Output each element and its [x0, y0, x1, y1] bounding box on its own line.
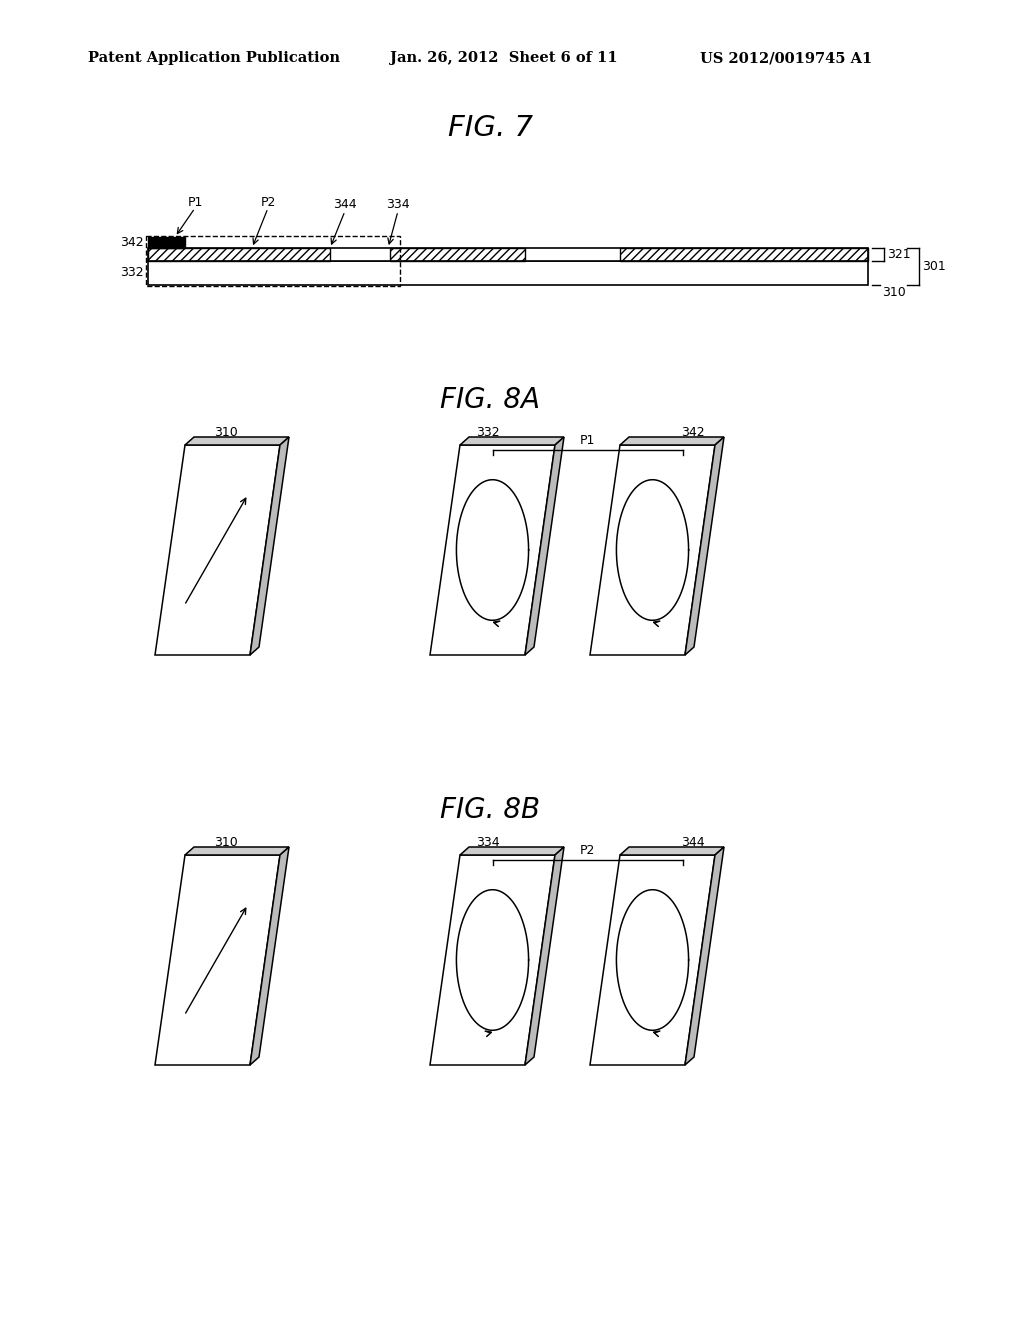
Text: FIG. 8B: FIG. 8B: [440, 796, 540, 824]
Text: US 2012/0019745 A1: US 2012/0019745 A1: [700, 51, 872, 65]
Polygon shape: [250, 847, 289, 1065]
Polygon shape: [185, 437, 289, 445]
Polygon shape: [590, 445, 715, 655]
Text: 301: 301: [922, 260, 946, 273]
Polygon shape: [620, 437, 724, 445]
Text: 342: 342: [121, 236, 144, 249]
Text: 342: 342: [681, 426, 705, 440]
Polygon shape: [460, 437, 564, 445]
Text: FIG. 7: FIG. 7: [447, 114, 532, 143]
Polygon shape: [460, 847, 564, 855]
Bar: [620, 248, 868, 261]
Polygon shape: [620, 847, 724, 855]
Bar: [620, 248, 868, 261]
Bar: [148, 238, 185, 248]
Polygon shape: [590, 855, 715, 1065]
Text: 334: 334: [386, 198, 410, 211]
Text: 344: 344: [681, 837, 705, 850]
Bar: [148, 248, 330, 261]
Text: 344: 344: [333, 198, 356, 211]
Polygon shape: [250, 437, 289, 655]
Text: FIG. 8A: FIG. 8A: [440, 385, 540, 414]
Text: 321: 321: [887, 248, 910, 261]
Polygon shape: [155, 855, 280, 1065]
Bar: [148, 248, 868, 261]
Text: P1: P1: [187, 195, 203, 209]
Text: 332: 332: [121, 267, 144, 280]
Text: P2: P2: [260, 195, 275, 209]
Text: 310: 310: [214, 426, 238, 440]
Polygon shape: [155, 445, 280, 655]
Text: 310: 310: [214, 837, 238, 850]
Text: Patent Application Publication: Patent Application Publication: [88, 51, 340, 65]
Polygon shape: [430, 445, 555, 655]
Bar: [148, 248, 330, 261]
Polygon shape: [430, 855, 555, 1065]
Text: 310: 310: [882, 286, 906, 300]
Polygon shape: [525, 847, 564, 1065]
Text: 334: 334: [476, 837, 500, 850]
Polygon shape: [685, 437, 724, 655]
Bar: [390, 248, 525, 261]
Text: P1: P1: [580, 433, 595, 446]
Bar: [390, 248, 525, 261]
Polygon shape: [185, 847, 289, 855]
Bar: [148, 261, 868, 285]
Bar: [146, 236, 400, 286]
Text: 332: 332: [476, 426, 500, 440]
Text: P2: P2: [580, 843, 595, 857]
Polygon shape: [685, 847, 724, 1065]
Polygon shape: [525, 437, 564, 655]
Text: Jan. 26, 2012  Sheet 6 of 11: Jan. 26, 2012 Sheet 6 of 11: [390, 51, 617, 65]
